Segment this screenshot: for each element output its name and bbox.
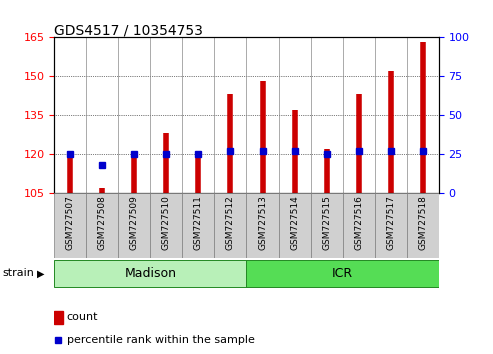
Bar <box>375 193 407 258</box>
Text: GSM727514: GSM727514 <box>290 195 299 250</box>
Text: GSM727515: GSM727515 <box>322 195 331 250</box>
Bar <box>54 193 86 258</box>
Bar <box>246 260 439 287</box>
Bar <box>54 260 246 287</box>
Text: GSM727518: GSM727518 <box>418 195 427 250</box>
Text: GSM727507: GSM727507 <box>66 195 75 250</box>
Bar <box>54 311 63 324</box>
Bar <box>182 193 214 258</box>
Text: count: count <box>67 312 98 322</box>
Bar <box>311 193 343 258</box>
Text: GSM727517: GSM727517 <box>386 195 395 250</box>
Bar <box>150 193 182 258</box>
Text: GDS4517 / 10354753: GDS4517 / 10354753 <box>54 23 203 37</box>
Text: GSM727508: GSM727508 <box>98 195 107 250</box>
Bar <box>279 193 311 258</box>
Text: GSM727511: GSM727511 <box>194 195 203 250</box>
Text: ICR: ICR <box>332 267 353 280</box>
Text: strain: strain <box>2 268 35 278</box>
Bar <box>246 193 279 258</box>
Text: GSM727509: GSM727509 <box>130 195 139 250</box>
Bar <box>343 193 375 258</box>
Bar <box>214 193 246 258</box>
Text: GSM727516: GSM727516 <box>354 195 363 250</box>
Bar <box>118 193 150 258</box>
Text: percentile rank within the sample: percentile rank within the sample <box>67 335 254 346</box>
Text: ▶: ▶ <box>37 268 44 278</box>
Text: GSM727512: GSM727512 <box>226 195 235 250</box>
Text: Madison: Madison <box>124 267 176 280</box>
Text: GSM727513: GSM727513 <box>258 195 267 250</box>
Bar <box>407 193 439 258</box>
Bar <box>86 193 118 258</box>
Text: GSM727510: GSM727510 <box>162 195 171 250</box>
